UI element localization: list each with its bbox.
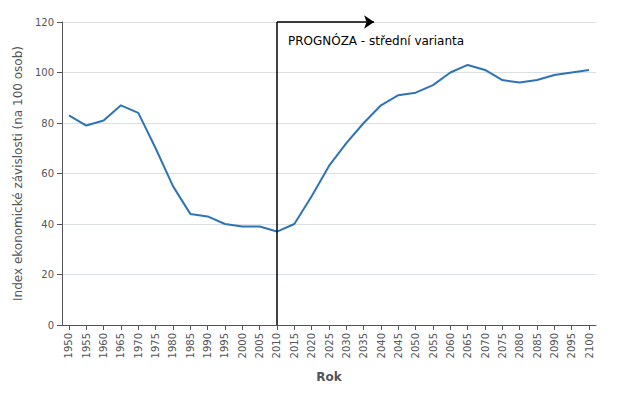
- svg-text:2060: 2060: [445, 333, 456, 358]
- svg-text:2030: 2030: [341, 333, 352, 358]
- svg-text:2100: 2100: [584, 333, 595, 358]
- svg-text:2095: 2095: [566, 333, 577, 358]
- svg-text:100: 100: [35, 67, 54, 78]
- svg-text:2055: 2055: [428, 333, 439, 358]
- svg-text:2010: 2010: [271, 333, 282, 358]
- svg-text:20: 20: [41, 269, 54, 280]
- svg-text:2045: 2045: [393, 333, 404, 358]
- svg-text:60: 60: [41, 168, 54, 179]
- svg-text:1955: 1955: [81, 333, 92, 358]
- svg-text:2020: 2020: [306, 333, 317, 358]
- svg-text:2065: 2065: [462, 333, 473, 358]
- svg-text:80: 80: [41, 118, 54, 129]
- svg-text:Index ekonomické závislosti (n: Index ekonomické závislosti (na 100 osob…: [11, 46, 25, 301]
- svg-text:Rok: Rok: [316, 370, 342, 384]
- svg-text:1970: 1970: [133, 333, 144, 358]
- svg-text:1965: 1965: [115, 333, 126, 358]
- svg-text:2035: 2035: [358, 333, 369, 358]
- svg-text:1995: 1995: [219, 333, 230, 358]
- svg-text:120: 120: [35, 17, 54, 28]
- svg-text:2085: 2085: [532, 333, 543, 358]
- svg-text:1980: 1980: [167, 333, 178, 358]
- svg-text:1975: 1975: [150, 333, 161, 358]
- svg-text:40: 40: [41, 219, 54, 230]
- svg-text:2000: 2000: [237, 333, 248, 358]
- svg-text:1950: 1950: [63, 333, 74, 358]
- svg-text:2040: 2040: [376, 333, 387, 358]
- svg-text:2015: 2015: [289, 333, 300, 358]
- svg-text:1985: 1985: [185, 333, 196, 358]
- svg-text:2080: 2080: [514, 333, 525, 358]
- svg-text:2025: 2025: [324, 333, 335, 358]
- svg-text:0: 0: [48, 320, 54, 331]
- svg-text:1960: 1960: [98, 333, 109, 358]
- svg-text:2070: 2070: [480, 333, 491, 358]
- svg-text:2075: 2075: [497, 333, 508, 358]
- svg-text:2050: 2050: [410, 333, 421, 358]
- svg-text:2005: 2005: [254, 333, 265, 358]
- svg-text:1990: 1990: [202, 333, 213, 358]
- svg-text:PROGNÓZA - střední varianta: PROGNÓZA - střední varianta: [288, 33, 464, 48]
- svg-text:2090: 2090: [549, 333, 560, 358]
